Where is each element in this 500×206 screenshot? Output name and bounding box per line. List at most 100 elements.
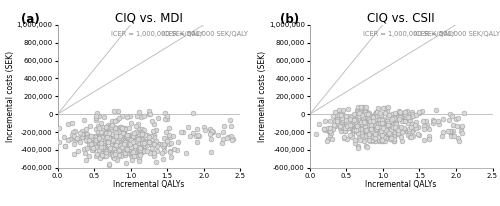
Point: [131, 150, 139, 153]
Point: [117, 154, 125, 158]
Point: [320, 127, 328, 131]
Point: [374, 106, 382, 109]
Point: [139, 134, 147, 137]
Point: [368, 128, 376, 131]
Point: [358, 118, 366, 121]
Point: [132, 124, 140, 128]
Point: [104, 152, 112, 156]
Point: [386, 124, 394, 128]
Point: [402, 119, 409, 122]
Point: [366, 116, 374, 119]
Point: [358, 132, 366, 136]
Point: [351, 118, 359, 122]
Point: [404, 115, 412, 118]
Point: [64, 138, 72, 142]
Point: [372, 134, 380, 138]
Point: [356, 111, 364, 114]
Point: [336, 115, 344, 118]
Point: [70, 152, 78, 155]
Point: [424, 137, 432, 140]
Point: [134, 147, 142, 150]
Point: [348, 123, 356, 126]
Point: [388, 138, 396, 142]
Point: [133, 137, 141, 140]
Point: [378, 138, 386, 141]
Point: [386, 138, 394, 141]
Point: [110, 152, 118, 156]
Point: [362, 122, 370, 126]
Point: [391, 127, 399, 130]
Point: [344, 107, 351, 110]
Point: [104, 124, 112, 127]
Point: [337, 121, 345, 124]
Point: [365, 118, 373, 121]
Point: [116, 134, 124, 138]
Point: [351, 120, 359, 124]
Point: [160, 149, 168, 152]
Point: [104, 150, 112, 153]
Point: [104, 130, 112, 134]
Point: [358, 123, 366, 127]
Point: [118, 138, 126, 142]
Point: [361, 124, 369, 128]
Point: [134, 139, 141, 143]
Point: [338, 115, 346, 118]
Point: [206, 128, 214, 131]
Point: [106, 146, 114, 150]
Title: CIQ vs. MDI: CIQ vs. MDI: [115, 12, 183, 25]
Point: [113, 126, 121, 129]
Point: [136, 111, 143, 114]
Point: [108, 123, 116, 126]
Point: [140, 142, 147, 145]
Point: [119, 131, 127, 134]
Point: [346, 127, 354, 130]
Point: [108, 144, 116, 147]
Point: [98, 129, 106, 132]
Point: [110, 152, 118, 155]
Point: [344, 126, 352, 130]
Point: [152, 140, 160, 143]
Point: [96, 141, 104, 144]
Point: [169, 134, 177, 137]
Point: [129, 135, 137, 138]
Point: [375, 113, 383, 117]
Point: [458, 132, 466, 135]
Point: [110, 156, 118, 159]
Point: [80, 135, 88, 138]
Point: [162, 131, 170, 134]
Point: [118, 140, 126, 144]
Point: [349, 120, 357, 123]
Point: [87, 140, 95, 143]
Point: [152, 145, 160, 148]
Point: [116, 142, 124, 145]
Point: [148, 146, 156, 149]
Point: [340, 125, 347, 128]
Point: [124, 134, 132, 137]
Point: [382, 125, 390, 128]
Point: [348, 132, 356, 136]
Point: [100, 155, 108, 158]
Point: [394, 129, 402, 132]
Point: [364, 130, 372, 134]
Point: [333, 118, 341, 121]
Point: [357, 115, 365, 118]
Point: [90, 141, 98, 145]
Point: [111, 143, 119, 147]
Point: [359, 135, 367, 138]
Point: [389, 115, 397, 118]
Point: [143, 143, 151, 146]
Point: [82, 158, 90, 161]
Point: [372, 127, 380, 130]
Point: [400, 127, 408, 131]
Point: [105, 134, 113, 138]
Point: [69, 131, 77, 134]
Point: [138, 128, 146, 131]
Point: [341, 119, 349, 122]
Point: [150, 130, 158, 133]
Point: [342, 121, 349, 124]
Point: [136, 135, 143, 138]
Point: [120, 148, 128, 151]
Point: [390, 140, 398, 143]
Point: [92, 139, 100, 142]
Point: [323, 139, 331, 143]
